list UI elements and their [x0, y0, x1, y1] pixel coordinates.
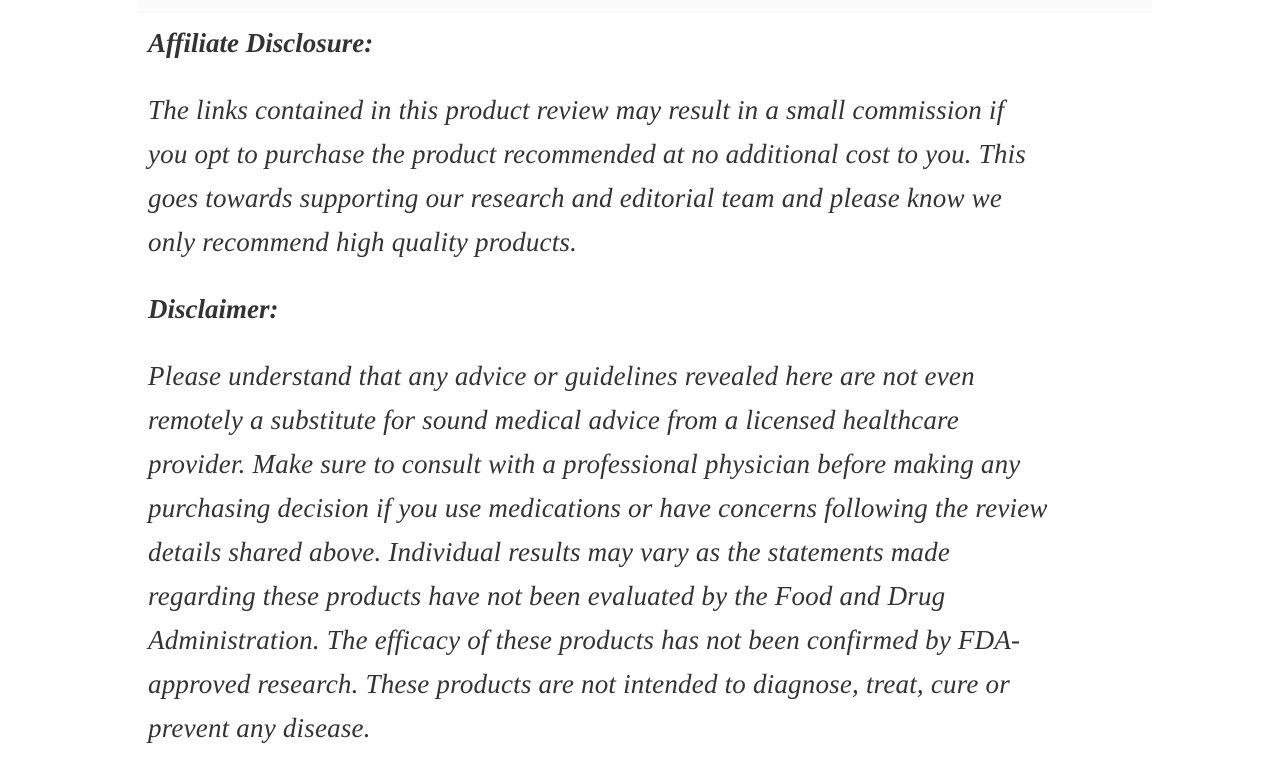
disclaimer-paragraph: Please understand that any advice or gui…: [148, 361, 1048, 743]
affiliate-disclosure-paragraph: The links contained in this product revi…: [148, 95, 1026, 257]
article-content-column: Affiliate Disclosure: The links containe…: [137, 0, 1153, 773]
top-divider: [137, 0, 1153, 13]
affiliate-disclosure-heading: Affiliate Disclosure:: [148, 28, 374, 58]
disclaimer-heading: Disclaimer:: [148, 294, 279, 324]
article-text-block: Affiliate Disclosure: The links containe…: [137, 13, 1153, 750]
